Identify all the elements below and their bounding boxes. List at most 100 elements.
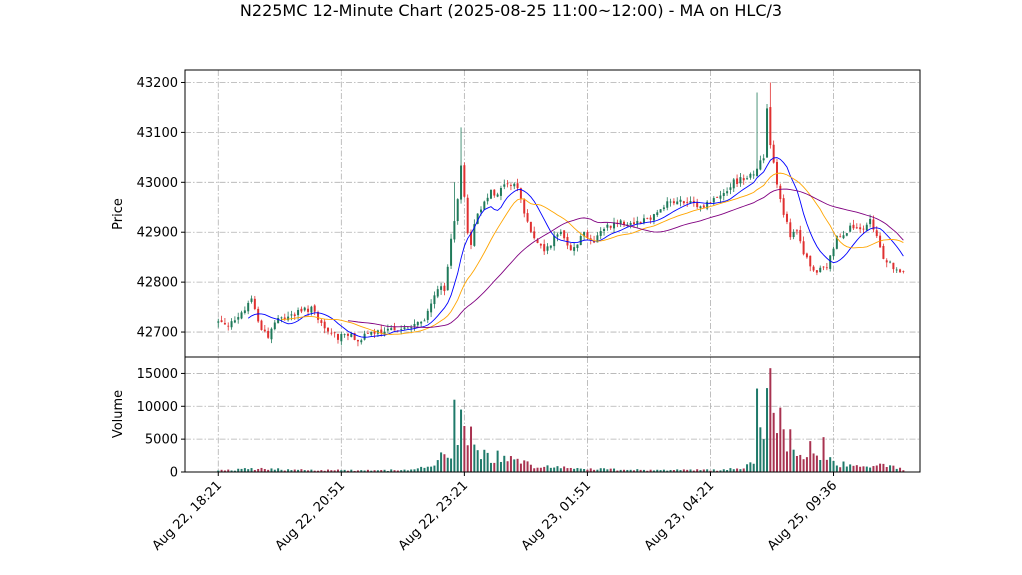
volume-bar <box>579 468 582 472</box>
volume-panel-frame <box>184 356 921 473</box>
candle <box>526 209 529 223</box>
volume-panel-marks <box>217 368 905 472</box>
candle <box>450 233 453 270</box>
candle <box>702 203 705 209</box>
x-tick-label: Aug 22, 23:21 <box>396 478 472 554</box>
volume-bar <box>380 470 383 472</box>
candle <box>237 312 240 324</box>
volume-bar <box>489 462 492 472</box>
volume-tick-label: 5000 <box>145 433 178 448</box>
volume-bar <box>759 427 762 472</box>
ma-mid-line <box>281 172 904 335</box>
candle <box>889 260 892 264</box>
candle <box>569 242 572 251</box>
volume-bar <box>549 467 552 472</box>
volume-bar <box>390 469 393 472</box>
volume-bar <box>619 469 622 472</box>
volume-bar <box>430 466 433 472</box>
candle <box>386 324 389 334</box>
candle <box>739 172 742 187</box>
volume-tick-label: 10000 <box>137 400 178 415</box>
volume-bar <box>699 470 702 472</box>
volume-bar <box>812 453 815 472</box>
volume-bar <box>403 469 406 472</box>
chart-title: N225MC 12-Minute Chart (2025-08-25 11:00… <box>240 1 782 20</box>
candle <box>719 190 722 204</box>
volume-bar <box>613 468 616 472</box>
volume-bar <box>416 468 419 472</box>
volume-bar <box>899 467 902 472</box>
candle <box>752 170 755 179</box>
volume-bar <box>819 459 822 472</box>
x-tick-label: Aug 23, 01:51 <box>519 478 595 554</box>
candle <box>895 267 898 274</box>
volume-bar <box>496 450 499 472</box>
candle <box>722 189 725 201</box>
volume-bar <box>336 469 339 472</box>
volume-bar <box>426 466 429 472</box>
volume-bar <box>247 469 250 472</box>
volume-bar <box>642 469 645 472</box>
volume-bar <box>230 470 233 472</box>
volume-bar <box>479 459 482 472</box>
candle <box>736 174 739 188</box>
candle <box>623 220 626 227</box>
candle <box>503 179 506 190</box>
candle <box>593 235 596 244</box>
volume-bar <box>509 456 512 472</box>
candle <box>559 229 562 236</box>
volume-bar <box>882 463 885 472</box>
volume-bar <box>629 469 632 472</box>
ma-short-line <box>247 157 904 338</box>
volume-bar <box>376 470 379 472</box>
volume-bar <box>766 388 769 472</box>
volume-bar <box>436 460 439 472</box>
candle <box>343 333 346 338</box>
volume-bar <box>845 466 848 472</box>
volume-bar <box>280 469 283 472</box>
volume-bar <box>835 465 838 472</box>
volume-bar <box>739 469 742 472</box>
candle <box>533 226 536 240</box>
candle <box>250 295 253 304</box>
candle <box>756 92 759 177</box>
candle <box>749 172 752 180</box>
candle <box>516 178 519 192</box>
candle <box>539 243 542 249</box>
volume-bar <box>343 469 346 472</box>
candle <box>546 243 549 255</box>
volume-bar <box>320 470 323 472</box>
volume-bar <box>726 470 729 472</box>
volume-bar <box>892 465 895 472</box>
volume-bar <box>267 469 270 472</box>
volume-bar <box>659 470 662 472</box>
volume-bar <box>450 458 453 472</box>
candle <box>795 228 798 235</box>
volume-bar <box>297 469 300 472</box>
volume-bar <box>623 469 626 472</box>
volume-bar <box>709 470 712 472</box>
volume-bar <box>370 470 373 472</box>
price-tick-label: 42700 <box>137 326 178 341</box>
volume-bar <box>626 469 629 472</box>
volume-bar <box>293 469 296 472</box>
volume-bar <box>440 452 443 472</box>
volume-bar <box>453 399 456 472</box>
volume-bar <box>752 463 755 472</box>
candle <box>523 198 526 218</box>
candle <box>443 282 446 296</box>
volume-bar <box>543 466 546 472</box>
volume-bar <box>692 470 695 472</box>
candle <box>785 211 788 225</box>
volume-bar <box>829 457 832 472</box>
volume-bar <box>287 469 290 472</box>
candle <box>499 185 502 201</box>
candle <box>779 183 782 203</box>
candle <box>609 225 612 230</box>
volume-tick-label: 0 <box>170 466 178 481</box>
price-tick-label: 43100 <box>137 126 178 141</box>
volume-bar <box>536 467 539 472</box>
candle <box>672 198 675 206</box>
candle <box>263 324 266 333</box>
volume-bar <box>756 388 759 472</box>
